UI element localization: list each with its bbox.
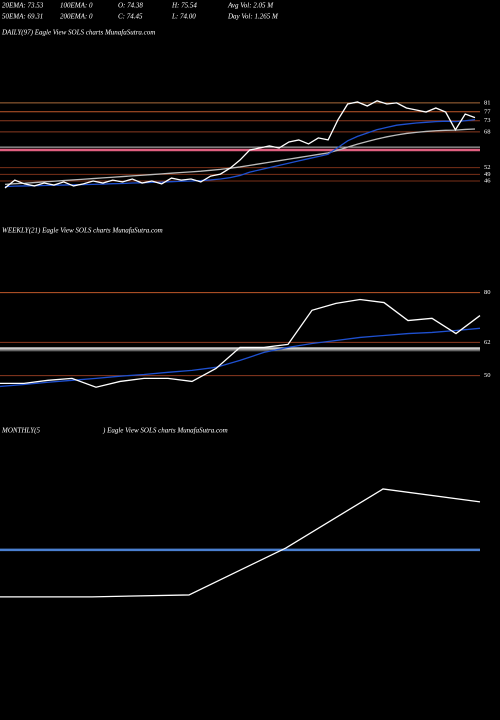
y-tick-label: 73 <box>484 117 491 124</box>
header-stat: Avg Vol: 2.05 M <box>227 2 274 10</box>
price-line <box>4 128 476 186</box>
y-tick-label: 77 <box>484 108 491 115</box>
header-stat: Day Vol: 1.265 M <box>227 13 279 21</box>
panel-title: DAILY(97) Eagle View SOLS charts MunafaS… <box>1 29 155 37</box>
y-tick-label: 68 <box>484 128 491 135</box>
header-stat: 100EMA: 0 <box>60 2 93 10</box>
header-stat: L: 74.00 <box>171 13 196 21</box>
header-stat: C: 74.45 <box>118 13 143 21</box>
panel-title: MONTHLY(5 <box>1 427 40 435</box>
panel-title: WEEKLY(21) Eagle View SOLS charts Munafa… <box>2 227 163 235</box>
price-line <box>0 298 481 388</box>
price-line <box>4 100 476 189</box>
header-stat: H: 75.54 <box>171 2 197 10</box>
y-tick-label: 50 <box>484 372 491 379</box>
price-line <box>0 488 481 598</box>
price-line <box>4 118 476 188</box>
header-stat: O: 74.38 <box>118 2 143 10</box>
y-tick-label: 62 <box>484 339 491 346</box>
y-tick-label: 52 <box>484 164 491 171</box>
price-line <box>0 327 481 388</box>
header-stat: 50EMA: 69.31 <box>2 13 43 21</box>
y-tick-label: 81 <box>484 99 491 106</box>
header-stat: 200EMA: 0 <box>60 13 93 21</box>
panel-title: ) Eagle View SOLS charts MunafaSutra.com <box>102 427 228 435</box>
y-tick-label: 46 <box>484 178 491 185</box>
y-tick-label: 80 <box>484 289 491 296</box>
header-stat: 20EMA: 73.53 <box>2 2 44 10</box>
y-tick-label: 49 <box>484 171 491 178</box>
